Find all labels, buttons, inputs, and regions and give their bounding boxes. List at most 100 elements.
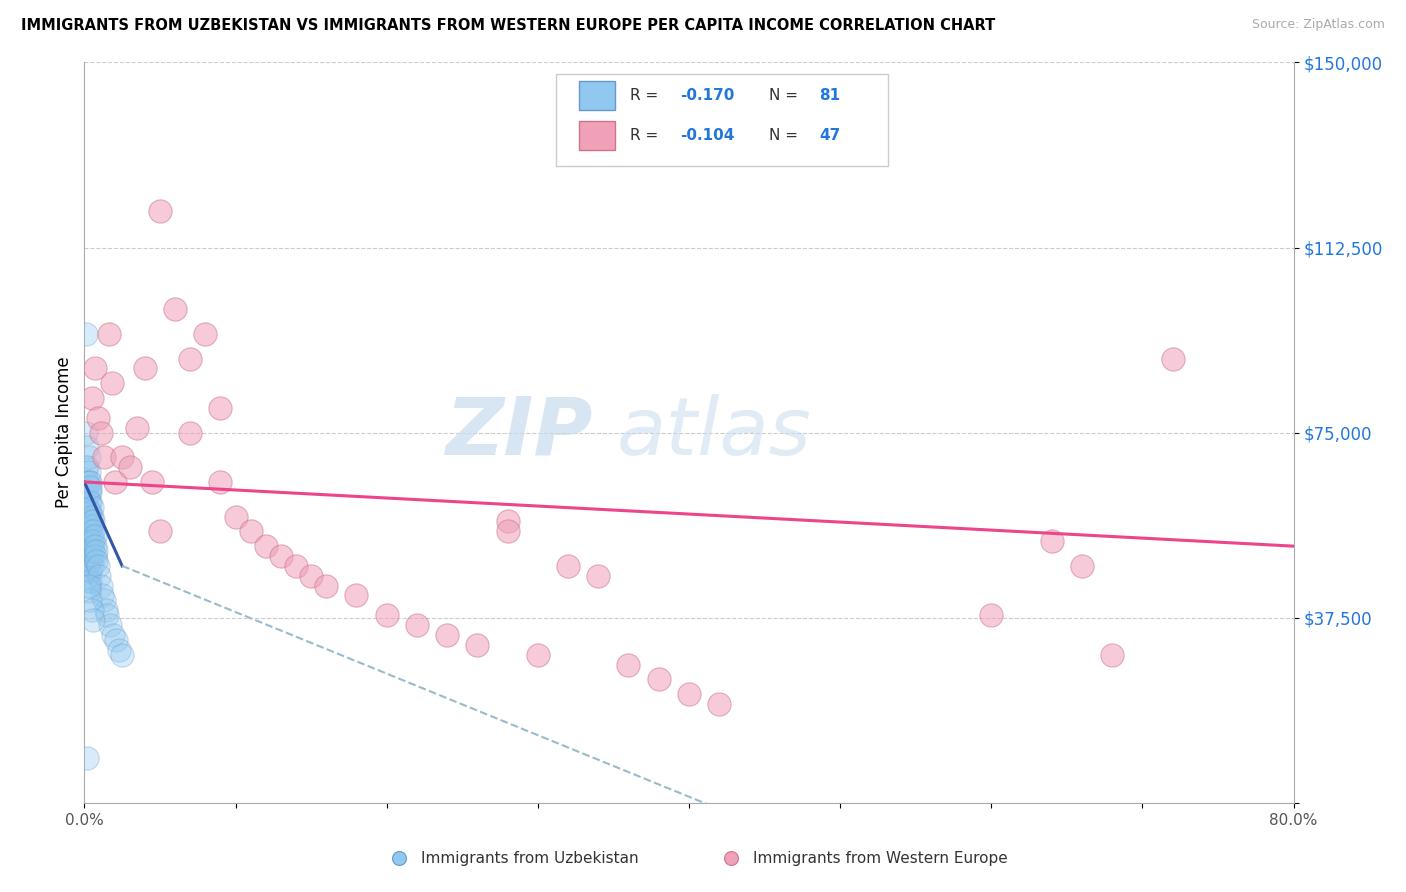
Point bbox=[79, 544, 101, 558]
Point bbox=[75, 460, 97, 475]
Point bbox=[76, 475, 98, 489]
Point bbox=[89, 568, 111, 582]
Text: Source: ZipAtlas.com: Source: ZipAtlas.com bbox=[1251, 18, 1385, 31]
Point bbox=[1161, 351, 1184, 366]
Point bbox=[98, 618, 121, 632]
Point bbox=[77, 564, 100, 578]
Point bbox=[80, 500, 103, 514]
Point bbox=[648, 673, 671, 687]
Point bbox=[149, 203, 172, 218]
Point bbox=[79, 475, 101, 489]
Point bbox=[75, 475, 97, 489]
Point bbox=[179, 351, 201, 366]
Point bbox=[346, 589, 368, 603]
Point bbox=[225, 509, 247, 524]
Point bbox=[76, 500, 98, 514]
Point bbox=[77, 505, 100, 519]
FancyBboxPatch shape bbox=[555, 73, 889, 166]
Point bbox=[86, 554, 108, 568]
Point bbox=[194, 326, 217, 341]
Point bbox=[270, 549, 292, 563]
Text: -0.170: -0.170 bbox=[681, 88, 735, 103]
Point bbox=[77, 554, 100, 568]
Point bbox=[134, 361, 156, 376]
Point bbox=[79, 574, 101, 588]
Point bbox=[79, 515, 101, 529]
Point bbox=[79, 564, 101, 578]
Point bbox=[104, 475, 127, 489]
Point bbox=[75, 500, 97, 514]
Point bbox=[1040, 534, 1063, 549]
Point bbox=[79, 480, 101, 494]
Point bbox=[678, 687, 700, 701]
Point bbox=[111, 450, 134, 465]
Point bbox=[254, 539, 277, 553]
Point bbox=[1101, 648, 1123, 662]
Point bbox=[557, 558, 579, 573]
Point bbox=[77, 450, 100, 465]
Point bbox=[80, 539, 103, 553]
Point bbox=[467, 638, 489, 652]
Point bbox=[299, 568, 322, 582]
Point bbox=[90, 579, 112, 593]
Point bbox=[77, 475, 100, 489]
Point bbox=[149, 524, 172, 539]
Point bbox=[118, 460, 141, 475]
Point bbox=[87, 410, 110, 425]
Point bbox=[77, 515, 100, 529]
Text: 47: 47 bbox=[820, 128, 841, 143]
Point bbox=[76, 529, 98, 543]
Point bbox=[77, 534, 100, 549]
Text: R =: R = bbox=[630, 88, 658, 103]
Point bbox=[285, 558, 308, 573]
Point bbox=[79, 494, 101, 508]
Point bbox=[100, 376, 122, 391]
Text: 81: 81 bbox=[820, 88, 841, 103]
Point bbox=[315, 579, 337, 593]
Point bbox=[79, 484, 101, 499]
Y-axis label: Per Capita Income: Per Capita Income bbox=[55, 357, 73, 508]
Point bbox=[165, 302, 187, 317]
Text: -0.104: -0.104 bbox=[681, 128, 735, 143]
Text: R =: R = bbox=[630, 128, 658, 143]
Point bbox=[77, 583, 100, 598]
Text: ZIP: ZIP bbox=[444, 393, 592, 472]
Point bbox=[77, 579, 100, 593]
Point bbox=[80, 558, 103, 573]
Point bbox=[84, 529, 107, 543]
Point bbox=[84, 549, 107, 563]
Text: N =: N = bbox=[769, 128, 797, 143]
Point bbox=[108, 642, 131, 657]
Point bbox=[127, 420, 149, 434]
Point bbox=[101, 628, 124, 642]
Point bbox=[75, 524, 97, 539]
Point bbox=[82, 544, 104, 558]
Point bbox=[588, 568, 610, 582]
Point bbox=[79, 593, 101, 607]
Point bbox=[209, 475, 232, 489]
Point bbox=[91, 589, 114, 603]
Point bbox=[94, 603, 117, 617]
Point bbox=[80, 391, 103, 405]
Point bbox=[96, 608, 118, 623]
Point bbox=[77, 494, 100, 508]
Point bbox=[75, 515, 97, 529]
Point bbox=[77, 544, 100, 558]
Point bbox=[93, 593, 115, 607]
Text: Immigrants from Uzbekistan: Immigrants from Uzbekistan bbox=[420, 851, 638, 866]
Text: N =: N = bbox=[769, 88, 797, 103]
Point bbox=[496, 515, 519, 529]
Point bbox=[86, 544, 108, 558]
Point bbox=[1071, 558, 1094, 573]
Point bbox=[82, 515, 104, 529]
Point bbox=[375, 608, 398, 623]
Point bbox=[239, 524, 262, 539]
Point bbox=[75, 534, 97, 549]
Point bbox=[80, 549, 103, 563]
Point bbox=[75, 549, 97, 563]
Point bbox=[111, 648, 134, 662]
Point bbox=[79, 524, 101, 539]
Point bbox=[77, 484, 100, 499]
Text: Immigrants from Western Europe: Immigrants from Western Europe bbox=[754, 851, 1008, 866]
Point bbox=[76, 519, 98, 533]
